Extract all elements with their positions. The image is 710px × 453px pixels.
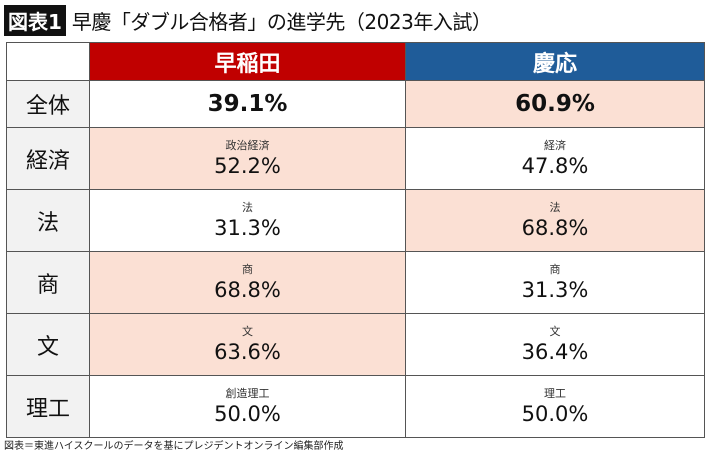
header-keio: 慶応 — [405, 42, 705, 81]
waseda-value: 63.6% — [214, 339, 281, 364]
keio-cell: 文 36.4% — [405, 313, 705, 376]
waseda-cell: 商 68.8% — [89, 251, 406, 314]
waseda-faculty: 政治経済 — [225, 138, 270, 152]
corner-cell — [6, 42, 90, 81]
keio-cell: 法 68.8% — [405, 189, 705, 252]
waseda-faculty: 法 — [242, 200, 253, 214]
row-label: 商 — [6, 251, 90, 314]
table-row: 経済 政治経済 52.2% 経済 47.8% — [6, 127, 705, 190]
keio-cell: 商 31.3% — [405, 251, 705, 314]
table-row: 文文 63.6% 文 36.4% — [6, 313, 705, 376]
waseda-value: 50.0% — [214, 401, 281, 426]
waseda-faculty: 創造理工 — [225, 386, 270, 400]
waseda-faculty: 文 — [242, 324, 253, 338]
waseda-value: 52.2% — [214, 153, 281, 178]
keio-faculty: 理工 — [544, 386, 566, 400]
waseda-value: 31.3% — [214, 215, 281, 240]
keio-faculty: 商 — [549, 262, 561, 276]
title-text: 早慶「ダブル合格者」の進学先（2023年入試） — [71, 9, 492, 34]
waseda-faculty: 商 — [242, 262, 253, 276]
row-label: 全体 — [6, 80, 90, 128]
overall-row: 全体 39.1% 60.9% — [6, 80, 705, 128]
row-label: 文 — [6, 313, 90, 376]
keio-faculty: 文 — [549, 324, 561, 338]
keio-faculty: 経済 — [544, 138, 566, 152]
keio-value: 31.3% — [521, 277, 589, 302]
figure-badge: 図表1 — [4, 4, 66, 36]
waseda-value: 68.8% — [214, 277, 281, 302]
keio-overall: 60.9% — [405, 80, 705, 128]
keio-value: 50.0% — [521, 401, 589, 426]
waseda-cell: 政治経済 52.2% — [89, 127, 406, 190]
table-row: 商商 68.8% 商 31.3% — [6, 251, 705, 314]
waseda-cell: 法 31.3% — [89, 189, 406, 252]
row-label: 法 — [6, 189, 90, 252]
keio-cell: 理工 50.0% — [405, 375, 705, 438]
row-label: 理工 — [6, 375, 90, 438]
table-row: 理工 創造理工 50.0% 理工 50.0% — [6, 375, 705, 438]
keio-cell: 経済 47.8% — [405, 127, 705, 190]
keio-value: 47.8% — [521, 153, 589, 178]
source-note: 図表＝東進ハイスクールのデータを基にプレジデントオンライン編集部作成 — [4, 441, 344, 452]
header-row: 早稲田 慶応 — [6, 42, 705, 81]
waseda-cell: 創造理工 50.0% — [89, 375, 406, 438]
row-label: 経済 — [6, 127, 90, 190]
comparison-table: 早稲田 慶応 全体 39.1% 60.9% 経済 政治経済 52.2% 経済 47.8%… — [6, 42, 705, 438]
keio-faculty: 法 — [549, 200, 561, 214]
waseda-overall: 39.1% — [89, 80, 406, 128]
chart-title: 図表1 早慶「ダブル合格者」の進学先（2023年入試） — [4, 4, 492, 36]
table-row: 法法 31.3% 法 68.8% — [6, 189, 705, 252]
header-waseda: 早稲田 — [89, 42, 406, 81]
waseda-cell: 文 63.6% — [89, 313, 406, 376]
keio-value: 36.4% — [521, 339, 589, 364]
keio-value: 68.8% — [521, 215, 589, 240]
